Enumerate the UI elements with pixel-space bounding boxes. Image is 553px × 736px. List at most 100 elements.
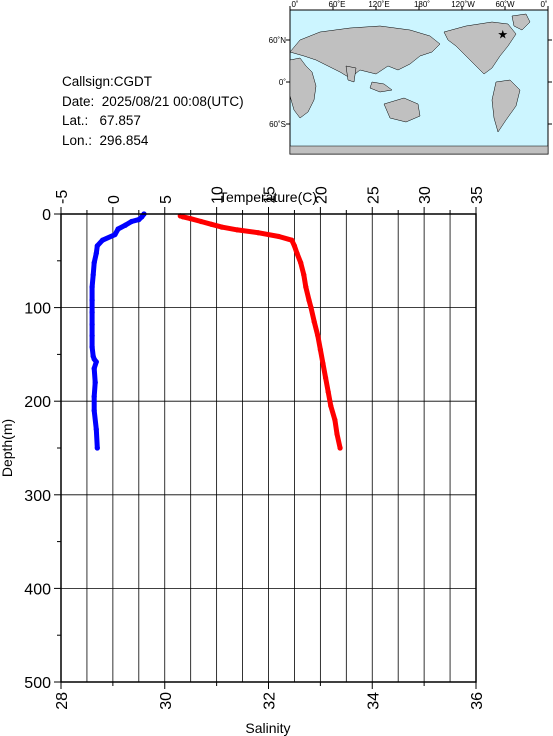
temperature-profile-point xyxy=(128,218,135,225)
map-lon-label: 120˚W xyxy=(451,0,475,9)
map-lon-label: 0˚ xyxy=(291,0,298,9)
salinity-tick-label: 34 xyxy=(365,692,382,710)
salinity-profile-point xyxy=(301,272,307,278)
salinity-profile-point xyxy=(334,431,340,437)
temperature-profile-point xyxy=(115,226,121,232)
salinity-profile-point xyxy=(315,333,321,339)
temperature-profile-point xyxy=(91,260,97,266)
temperature-tick-label: -5 xyxy=(54,190,71,204)
depth-tick-label: 300 xyxy=(24,488,51,505)
map-lon-label: 120˚E xyxy=(368,0,389,9)
lat-value: 67.857 xyxy=(99,113,141,128)
depth-tick-label: 400 xyxy=(24,581,51,598)
date-row: Date: 2025/08/21 00:08(UTC) xyxy=(62,92,244,112)
salinity-tick-label: 30 xyxy=(158,692,175,710)
salinity-profile-point xyxy=(255,230,261,236)
map-lon-label: 60˚W xyxy=(495,0,515,9)
salinity-profile-point xyxy=(294,250,300,256)
salinity-profile-point xyxy=(234,227,240,233)
date-value: 2025/08/21 00:08(UTC) xyxy=(101,93,244,109)
temperature-profile-point xyxy=(89,344,95,350)
salinity-profile-point xyxy=(276,233,282,240)
salinity-profile-line xyxy=(177,213,343,451)
salinity-profile-point xyxy=(291,243,298,249)
temperature-profile-point xyxy=(122,222,128,228)
temperature-profile-line xyxy=(89,211,147,451)
station-info: Callsign:CGDT Date: 2025/08/21 00:08(UTC… xyxy=(62,72,244,150)
lat-row: Lat.: 67.857 xyxy=(62,111,244,131)
depth-tick-label: 200 xyxy=(24,394,51,411)
map-land xyxy=(289,13,549,155)
callsign-label: Callsign: xyxy=(62,74,114,89)
temperature-profile-point xyxy=(89,321,95,328)
chart-frame xyxy=(54,207,477,689)
map-lon-label: 0˚ xyxy=(540,0,547,9)
temperature-tick-label: 5 xyxy=(158,195,175,204)
salinity-profile-point xyxy=(311,319,317,325)
temperature-profile-point xyxy=(99,237,106,243)
salinity-profile-point xyxy=(208,221,215,227)
depth-tick-label: 0 xyxy=(42,207,51,224)
salinity-profile-point xyxy=(320,361,326,367)
lon-label: Lon.: xyxy=(62,132,93,148)
temperature-tick-label: 20 xyxy=(313,186,330,204)
lon-row: Lon.: 296.854 xyxy=(62,131,244,151)
lon-value: 296.854 xyxy=(99,132,149,148)
map-lat-label: 60˚S xyxy=(269,120,286,129)
salinity-profile-point xyxy=(188,216,194,222)
temperature-profile-point xyxy=(94,445,100,451)
map-lat-label: 60˚N xyxy=(269,36,287,45)
temperature-profile-point xyxy=(93,359,99,365)
temperature-profile-point xyxy=(93,426,99,432)
salinity-profile-point xyxy=(322,375,329,381)
map-ticks xyxy=(286,6,552,125)
world-map: 0˚ 60˚E 120˚E 180˚ 120˚W 60˚W 0˚ 60˚N 0˚… xyxy=(269,0,552,155)
salinity-profile-point xyxy=(332,417,338,423)
salinity-profile-point xyxy=(289,237,295,243)
chart-grid xyxy=(61,214,476,682)
salinity-profile-point xyxy=(308,305,314,311)
temperature-tick-label: 35 xyxy=(469,186,486,204)
temperature-profile-point xyxy=(89,284,95,290)
salinity-axis-title: Salinity xyxy=(245,720,290,736)
temperature-profile-point xyxy=(136,217,142,223)
date-label: Date: xyxy=(62,93,95,109)
salinity-tick-label: 28 xyxy=(54,692,71,710)
temperature-profile-point xyxy=(112,231,118,238)
temperature-tick-label: 0 xyxy=(106,195,123,204)
temperature-profile-point xyxy=(93,250,99,256)
salinity-profile-point xyxy=(337,445,343,451)
station-marker: ★ xyxy=(497,28,508,42)
depth-tick-label: 500 xyxy=(24,675,51,692)
temperature-profile-point xyxy=(90,272,96,278)
temperature-tick-label: 25 xyxy=(365,186,382,204)
temperature-profile-point xyxy=(89,309,95,315)
salinity-profile-point xyxy=(325,389,331,395)
temperature-profile-point xyxy=(89,333,95,339)
map-lon-label: 60˚E xyxy=(329,0,346,9)
map-lon-label: 180˚ xyxy=(414,0,430,9)
temperature-profile-point xyxy=(89,297,95,303)
salinity-tick-label: 36 xyxy=(469,692,486,710)
salinity-profile-point xyxy=(219,224,225,230)
chart-series xyxy=(89,211,343,451)
callsign-row: Callsign:CGDT xyxy=(62,72,244,92)
salinity-tick-label: 32 xyxy=(262,692,279,710)
temperature-tick-label: 30 xyxy=(417,186,434,204)
salinity-profile-point xyxy=(328,403,334,409)
temperature-axis-title: Temperature(C) xyxy=(219,189,317,205)
temperature-profile-point xyxy=(91,393,97,400)
map-lat-label: 0˚ xyxy=(279,78,286,87)
salinity-profile-point xyxy=(306,297,312,303)
depth-tick-label: 100 xyxy=(24,301,51,318)
temperature-profile-point xyxy=(91,365,97,372)
temperature-profile-point xyxy=(94,243,100,249)
salinity-profile-point xyxy=(303,284,309,290)
depth-axis-title: Depth(m) xyxy=(0,419,15,477)
salinity-profile-point xyxy=(298,260,304,266)
salinity-profile-point xyxy=(180,214,186,220)
callsign-value: CGDT xyxy=(113,74,153,89)
temperature-profile-point xyxy=(91,407,97,414)
